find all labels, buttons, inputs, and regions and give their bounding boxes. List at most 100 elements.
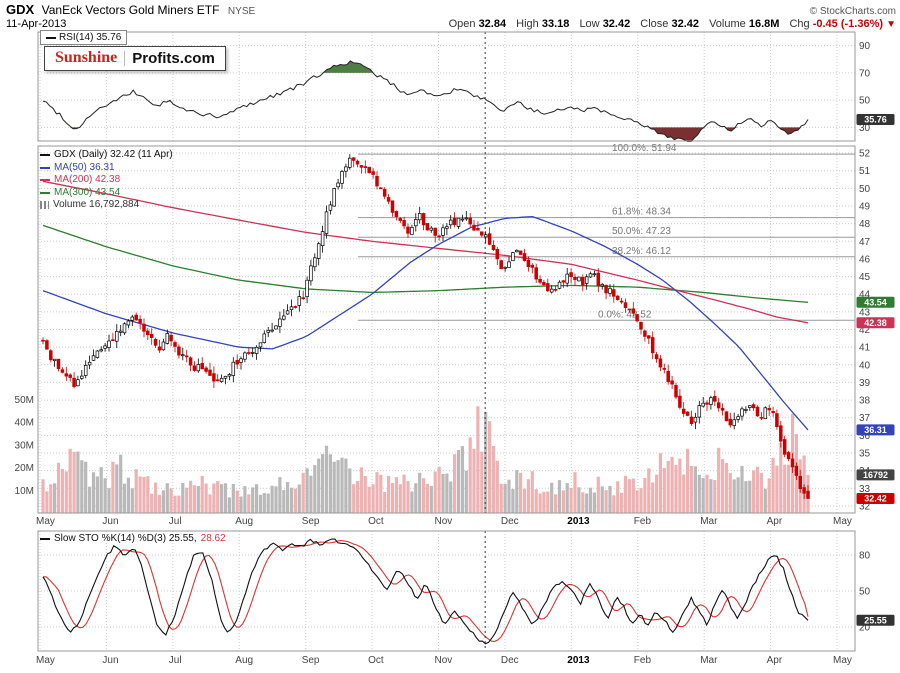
svg-text:Dec: Dec xyxy=(501,516,519,527)
sto-line-icon xyxy=(40,537,50,540)
svg-text:45: 45 xyxy=(859,272,871,283)
svg-text:44: 44 xyxy=(859,290,871,301)
layer-fib: 100.0%: 51.94 61.8%: 48.34 50.0%: 47.23 38.… xyxy=(358,143,855,321)
svg-text:30M: 30M xyxy=(15,440,34,451)
svg-text:32.42: 32.42 xyxy=(864,494,887,504)
logo-profits-text: Profits.com xyxy=(132,49,215,67)
ma300-line-icon xyxy=(40,191,50,194)
svg-text:Aug: Aug xyxy=(235,655,253,666)
legend-price: GDX (Daily) 32.42 (11 Apr) xyxy=(40,149,173,162)
svg-text:Dec: Dec xyxy=(501,655,519,666)
rsi-legend-label: RSI(14) 35.76 xyxy=(59,32,122,43)
high-value: 33.18 xyxy=(541,18,570,30)
sunshine-profits-logo[interactable]: Sunshine Profits.com xyxy=(44,46,226,71)
svg-text:46: 46 xyxy=(859,254,871,265)
svg-text:100.0%: 51.94: 100.0%: 51.94 xyxy=(612,143,677,154)
ma200-line-icon xyxy=(40,179,50,182)
svg-text:61.8%: 48.34: 61.8%: 48.34 xyxy=(612,207,671,218)
open-value: 32.84 xyxy=(478,18,507,30)
svg-text:36.31: 36.31 xyxy=(864,425,887,435)
sto-legend: Slow STO %K(14) %D(3) 25.55, 28.62 xyxy=(40,533,226,544)
svg-text:2013: 2013 xyxy=(567,516,590,527)
svg-text:Nov: Nov xyxy=(435,516,453,527)
svg-text:2013: 2013 xyxy=(567,655,590,666)
svg-text:42: 42 xyxy=(859,325,871,336)
chg-label: Chg xyxy=(789,18,810,30)
layer-bd xyxy=(37,31,856,652)
legend-ma200: MA(200) 42.38 xyxy=(40,174,173,187)
svg-text:0.0%: 42.52: 0.0%: 42.52 xyxy=(598,309,652,320)
title-group: GDX VanEck Vectors Gold Miners ETF NYSE xyxy=(6,3,255,18)
legend-ma50-label: MA(50) 36.31 xyxy=(54,161,115,173)
svg-text:80: 80 xyxy=(859,551,871,562)
ma50-line-icon xyxy=(40,166,50,169)
svg-text:50: 50 xyxy=(859,96,871,107)
svg-text:Feb: Feb xyxy=(634,655,652,666)
svg-text:30: 30 xyxy=(859,123,871,134)
layer-grid xyxy=(38,32,855,651)
svg-text:Jun: Jun xyxy=(102,516,118,527)
logo-sunshine-text: Sunshine xyxy=(55,49,118,66)
svg-text:Oct: Oct xyxy=(368,516,384,527)
svg-text:36: 36 xyxy=(859,431,871,442)
svg-text:Jul: Jul xyxy=(169,655,182,666)
open-label: Open xyxy=(448,18,476,30)
volume-bars-icon xyxy=(40,201,49,210)
legend-ma50: MA(50) 36.31 xyxy=(40,162,173,175)
svg-text:40M: 40M xyxy=(15,418,34,429)
svg-text:Aug: Aug xyxy=(235,516,253,527)
candlestick-series-icon xyxy=(40,154,50,157)
volume-label: Volume xyxy=(709,18,746,30)
low-value: 32.42 xyxy=(602,18,631,30)
svg-text:Apr: Apr xyxy=(767,516,783,527)
svg-text:10M: 10M xyxy=(15,486,34,497)
layer-vol xyxy=(41,406,810,513)
layer-cnd xyxy=(41,154,810,500)
legend-ma300-label: MA(300) 43.54 xyxy=(54,186,121,198)
low-label: Low xyxy=(579,18,600,30)
layer-ma xyxy=(42,180,809,431)
svg-text:38: 38 xyxy=(859,396,871,407)
ticker-symbol: GDX xyxy=(6,2,35,17)
svg-text:Jun: Jun xyxy=(102,655,118,666)
price-legend: GDX (Daily) 32.42 (11 Apr) MA(50) 36.31 … xyxy=(40,149,173,212)
layer-mk: 43.54 42.38 36.31 16792 32.42 35.76 25.55 xyxy=(856,114,895,626)
svg-text:Feb: Feb xyxy=(634,516,652,527)
svg-text:42.38: 42.38 xyxy=(864,318,887,328)
chart-header: GDX VanEck Vectors Gold Miners ETF NYSE … xyxy=(6,3,896,31)
svg-text:47: 47 xyxy=(859,237,871,248)
legend-price-label: GDX (Daily) 32.42 (11 Apr) xyxy=(54,149,173,160)
svg-text:39: 39 xyxy=(859,378,871,389)
svg-text:32: 32 xyxy=(859,501,871,512)
rsi-legend: RSI(14) 35.76 xyxy=(40,30,128,45)
chart-date: 11-Apr-2013 xyxy=(6,18,67,30)
svg-text:Sep: Sep xyxy=(302,516,320,527)
svg-text:35: 35 xyxy=(859,449,871,460)
svg-text:48: 48 xyxy=(859,219,871,230)
svg-text:50: 50 xyxy=(859,184,871,195)
svg-text:Apr: Apr xyxy=(767,655,783,666)
stockcharts-credit: © StockCharts.com xyxy=(809,6,896,17)
svg-text:May: May xyxy=(36,516,55,527)
svg-text:20M: 20M xyxy=(15,463,34,474)
logo-divider xyxy=(124,50,126,66)
svg-text:38.2%: 46.12: 38.2%: 46.12 xyxy=(612,246,671,257)
layer-ax: 5251504948474645444342414039383736353433… xyxy=(15,41,871,666)
svg-text:43.54: 43.54 xyxy=(864,297,887,307)
svg-text:Jul: Jul xyxy=(169,516,182,527)
security-name: VanEck Vectors Gold Miners ETF xyxy=(41,3,220,17)
svg-text:50M: 50M xyxy=(15,395,34,406)
high-label: High xyxy=(516,18,539,30)
chg-value: -0.45 (-1.36%) xyxy=(812,18,884,30)
sto-legend-label: Slow STO %K(14) %D(3) 25.55, xyxy=(54,533,197,544)
legend-volume: Volume 16,792,884 xyxy=(40,199,173,212)
svg-text:49: 49 xyxy=(859,202,871,213)
quote-bar: Open 32.84 High 33.18 Low 32.42 Close 32… xyxy=(449,18,896,31)
svg-text:90: 90 xyxy=(859,41,871,52)
sto-d-value: 28.62 xyxy=(200,533,226,544)
svg-text:35.76: 35.76 xyxy=(864,115,887,125)
svg-text:May: May xyxy=(833,655,852,666)
svg-text:33: 33 xyxy=(859,484,871,495)
